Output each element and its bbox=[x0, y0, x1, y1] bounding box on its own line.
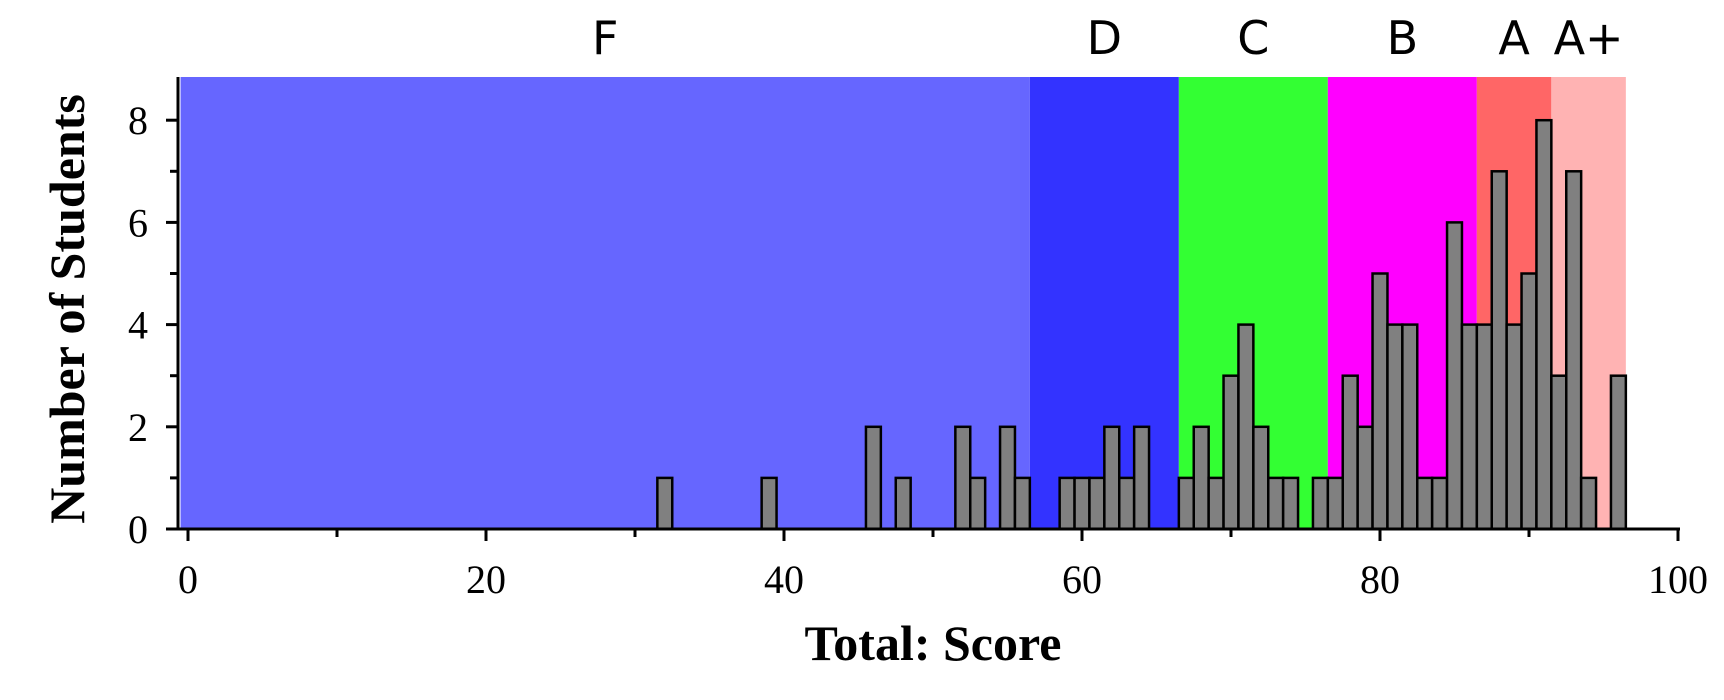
x-axis-ticks: 0 20 40 60 80 100 bbox=[178, 529, 1708, 602]
grade-band-label-4: A bbox=[1498, 11, 1530, 65]
grade-band-label-5: A+ bbox=[1554, 11, 1624, 65]
histogram-bar bbox=[1326, 476, 1344, 531]
x-tick-label: 20 bbox=[466, 557, 506, 602]
histogram-bar bbox=[894, 476, 912, 531]
histogram-bar bbox=[1520, 272, 1538, 531]
histogram-bar bbox=[1222, 374, 1240, 531]
histogram-bar bbox=[998, 425, 1017, 531]
histogram-bar bbox=[864, 425, 883, 531]
grade-band-labels: F D C B A A+ bbox=[592, 11, 1624, 65]
histogram-bar bbox=[1311, 476, 1330, 531]
histogram-bar bbox=[1088, 476, 1106, 531]
x-tick-label: 80 bbox=[1360, 557, 1400, 602]
histogram-bar bbox=[1445, 221, 1464, 531]
histogram-bar bbox=[1267, 476, 1285, 531]
histogram-bar bbox=[1505, 323, 1523, 531]
histogram-bar bbox=[1103, 425, 1121, 531]
grade-band-label-0: F bbox=[592, 11, 618, 65]
y-tick-label: 6 bbox=[128, 200, 148, 245]
y-axis-ticks: 0 2 4 6 8 bbox=[128, 98, 178, 552]
histogram-bar bbox=[1609, 374, 1628, 531]
histogram-bar bbox=[1192, 425, 1210, 531]
histogram-bar bbox=[656, 476, 674, 531]
x-tick-label: 60 bbox=[1062, 557, 1102, 602]
histogram-bar bbox=[1550, 374, 1568, 531]
grade-band-label-3: B bbox=[1387, 11, 1419, 65]
histogram-bar bbox=[1475, 323, 1493, 531]
histogram-bar bbox=[1371, 272, 1389, 531]
x-tick-label: 40 bbox=[764, 557, 804, 602]
histogram-bar bbox=[954, 425, 972, 531]
histogram-bar bbox=[1058, 476, 1076, 531]
histogram-bar bbox=[1281, 476, 1300, 531]
y-tick-label: 0 bbox=[128, 507, 148, 552]
histogram-bar bbox=[1252, 425, 1270, 531]
y-tick-label: 4 bbox=[128, 303, 148, 348]
grade-band-0 bbox=[180, 77, 1030, 529]
histogram-bar bbox=[1013, 476, 1032, 531]
histogram-bar bbox=[1207, 476, 1225, 531]
histogram-bar bbox=[1460, 323, 1479, 531]
histogram-bar bbox=[969, 476, 987, 531]
y-tick-label: 8 bbox=[128, 98, 148, 143]
histogram-bar bbox=[1579, 476, 1598, 531]
histogram-bar bbox=[1073, 476, 1091, 531]
histogram-bar bbox=[1430, 476, 1449, 531]
x-axis-title: Total: Score bbox=[805, 615, 1062, 671]
y-axis-title: Number of Students bbox=[39, 94, 95, 524]
histogram-bar bbox=[1535, 118, 1553, 531]
histogram-bar bbox=[1416, 476, 1434, 531]
histogram-bar bbox=[1356, 425, 1374, 531]
histogram-bar bbox=[1565, 170, 1583, 531]
histogram-bar bbox=[1237, 323, 1255, 531]
histogram-bar bbox=[1177, 476, 1195, 531]
axes bbox=[176, 77, 1680, 531]
histogram-bar bbox=[1341, 374, 1359, 531]
grade-band-label-1: D bbox=[1087, 11, 1122, 65]
histogram-bar bbox=[1118, 476, 1136, 531]
histogram-bar bbox=[1386, 323, 1404, 531]
histogram-bar bbox=[1132, 425, 1151, 531]
grade-band-label-2: C bbox=[1237, 11, 1269, 65]
histogram-bar bbox=[1490, 170, 1508, 531]
x-tick-label: 100 bbox=[1648, 557, 1708, 602]
histogram-bar bbox=[760, 476, 778, 531]
x-tick-label: 0 bbox=[178, 557, 198, 602]
y-tick-label: 2 bbox=[128, 405, 148, 450]
histogram-bar bbox=[1401, 323, 1419, 531]
